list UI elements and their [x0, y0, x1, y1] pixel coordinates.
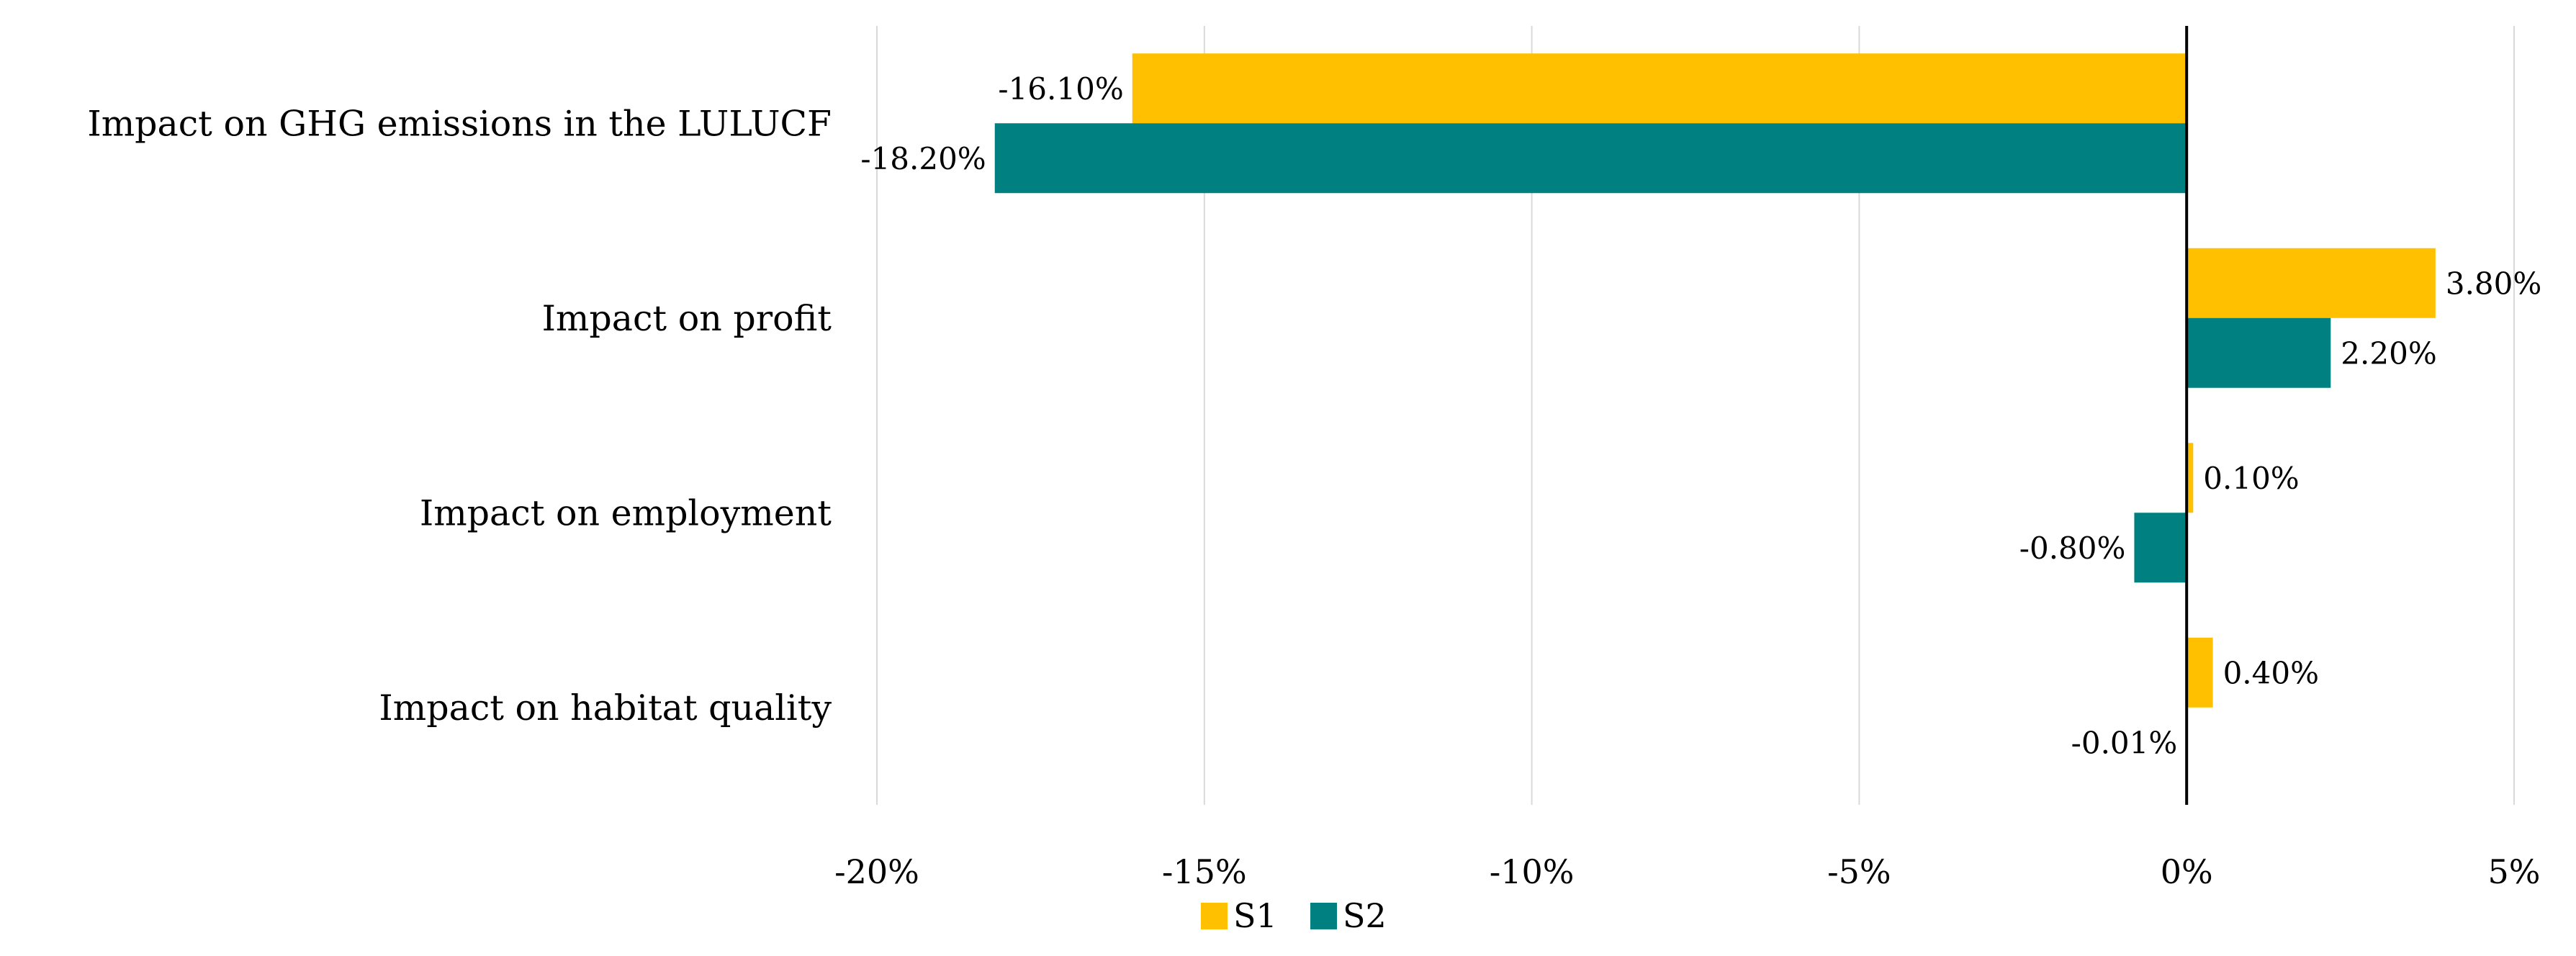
x-tick-label: -5% [1827, 852, 1891, 891]
category-labels: Impact on GHG emissions in the LULUCF Imp… [87, 103, 832, 729]
data-label: -18.20% [860, 141, 986, 176]
bar-s2 [2134, 513, 2187, 583]
data-label: -0.80% [2019, 531, 2126, 566]
legend-label-s1: S1 [1233, 896, 1277, 935]
data-label: 0.10% [2203, 461, 2299, 496]
x-tick-label: -15% [1162, 852, 1247, 891]
category-label: Impact on employment [420, 492, 832, 533]
bar-s2 [2187, 317, 2331, 388]
data-labels: -16.10% -18.20% 3.80% 2.20% 0.10% -0.80% 0.40%… [860, 71, 2541, 761]
category-label: Impact on habitat quality [379, 687, 832, 729]
data-label: -16.10% [998, 71, 1123, 107]
bars [994, 53, 2436, 777]
x-tick-label: 5% [2488, 852, 2541, 891]
bar-s1 [2187, 248, 2436, 318]
bar-s1 [1132, 53, 2187, 124]
data-label: 0.40% [2223, 655, 2319, 690]
legend: S1 S2 [1201, 896, 1387, 935]
data-label: 3.80% [2446, 266, 2541, 301]
category-label: Impact on profit [542, 298, 832, 339]
bar-s1 [2187, 637, 2213, 708]
category-label: Impact on GHG emissions in the LULUCF [87, 103, 832, 144]
bar-s1 [2187, 443, 2194, 513]
data-label: 2.20% [2341, 335, 2436, 371]
x-tick-label: 0% [2161, 852, 2213, 891]
x-tick-label: -20% [834, 852, 919, 891]
x-tick-label: -10% [1490, 852, 1575, 891]
legend-swatch-s1 [1201, 903, 1228, 929]
data-label: -0.01% [2071, 725, 2178, 760]
legend-swatch-s2 [1310, 903, 1337, 929]
legend-label-s2: S2 [1343, 896, 1387, 935]
x-axis-tick-labels: -20% -15% -10% -5% 0% 5% [834, 852, 2540, 891]
bar-s2 [994, 123, 2187, 194]
